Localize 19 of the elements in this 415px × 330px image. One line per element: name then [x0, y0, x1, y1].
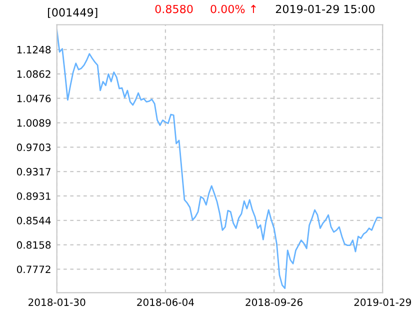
text: 0.00% ↑ — [210, 4, 256, 14]
line-series — [56, 29, 383, 289]
y-tick-label: 0.8931 — [16, 192, 50, 200]
y-tick-label: 1.0089 — [17, 119, 51, 127]
y-tick-label: 0.7772 — [16, 266, 50, 274]
x-tick-label: 2018-09-26 — [246, 298, 302, 306]
y-tick-label: 1.0476 — [17, 94, 51, 102]
x-tick-label: 2018-01-30 — [28, 298, 86, 306]
chart-title: [001449] — [48, 8, 98, 18]
y-tick-label: 0.8158 — [16, 241, 51, 249]
y-tick-label: 1.1248 — [17, 46, 51, 54]
text: 0.8580 — [155, 4, 193, 14]
y-tick-label: 0.8544 — [16, 216, 51, 224]
y-tick-label: 1.0862 — [17, 70, 50, 78]
x-tick-label: 2019-01-29 — [354, 298, 411, 306]
y-tick-label: 0.9317 — [16, 168, 50, 176]
text: 2019-01-29 15:00 — [276, 4, 375, 14]
x-tick-label: 2018-06-04 — [137, 298, 194, 306]
y-tick-label: 0.9703 — [16, 144, 50, 152]
